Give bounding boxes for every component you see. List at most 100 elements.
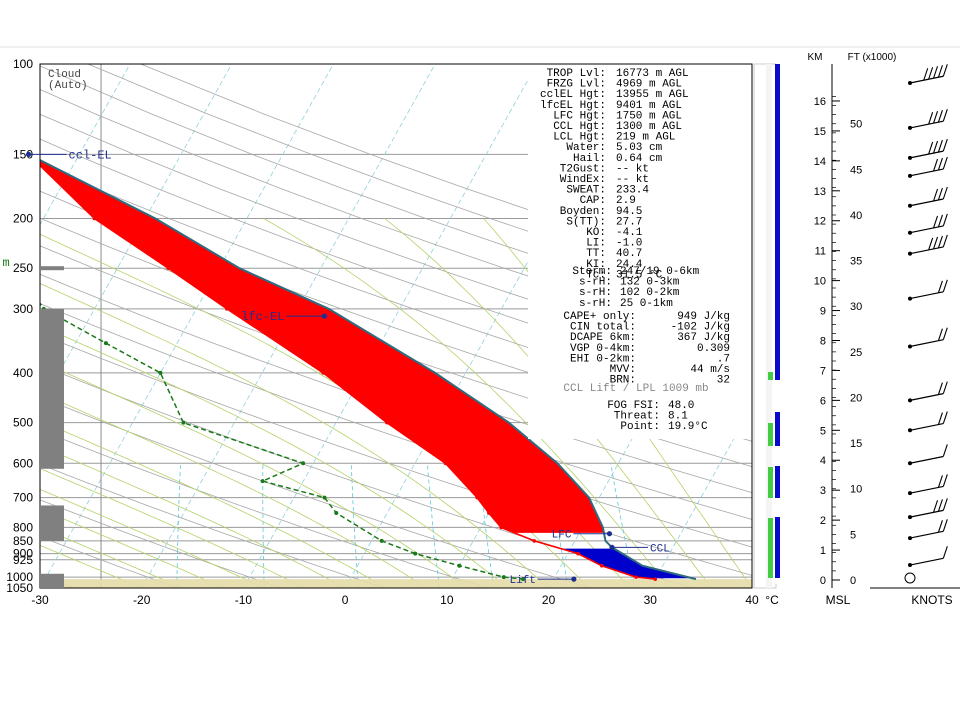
wind-barb-shaft xyxy=(909,198,944,207)
wind-barb-flag xyxy=(942,279,948,292)
mixing-ratio-line xyxy=(176,463,181,588)
temperature-point xyxy=(385,420,389,425)
wind-column-gap xyxy=(775,380,780,412)
index-value: 9401 m AGL xyxy=(616,100,682,112)
pressure-tick-label: 700 xyxy=(13,491,33,505)
wind-barb-flag xyxy=(928,237,934,251)
storm-value: 132 0-3km xyxy=(620,277,680,289)
moisture-column-bg xyxy=(766,64,772,588)
km-tick-label: 16 xyxy=(814,96,826,108)
moist-adiabat xyxy=(40,488,264,588)
dry-adiabat xyxy=(40,536,179,588)
index-label: LFC Hgt: xyxy=(553,110,606,122)
wind-barb-flag xyxy=(942,444,948,457)
wind-barb-shaft xyxy=(909,120,944,129)
ft-tick-label: 10 xyxy=(850,484,862,496)
index-label: Water: xyxy=(566,142,606,154)
dry-adiabat xyxy=(40,113,752,370)
cloud-cover-bar xyxy=(40,266,64,271)
cloud-cover-bar xyxy=(40,573,64,588)
wind-barb-flag xyxy=(937,139,943,153)
ft-tick-label: 0 xyxy=(850,575,856,587)
km-tick-label: 8 xyxy=(820,335,826,347)
dewpoint-point xyxy=(334,511,339,516)
wind-barb-flag xyxy=(932,66,939,79)
wind-barb-flag xyxy=(942,498,948,511)
cloud-cover-bar xyxy=(40,505,64,541)
index-value: 31.5 °C xyxy=(616,269,663,281)
pressure-tick-label: 400 xyxy=(13,366,33,380)
wind-barb-flag xyxy=(942,519,948,532)
moist-adiabat xyxy=(40,324,509,588)
mixing-ratio-line xyxy=(427,463,440,588)
pressure-tick-label: 600 xyxy=(13,456,33,470)
index-value: 2.9 xyxy=(616,195,636,207)
pressure-tick-label: 900 xyxy=(13,547,33,561)
fog-label: Threat: xyxy=(614,411,660,423)
cape-value: -102 J/kg xyxy=(671,322,730,334)
ft-tick-label: 30 xyxy=(850,301,862,313)
moisture-column-frame xyxy=(753,63,777,589)
moisture-column-segment xyxy=(768,423,773,446)
moist-adiabat xyxy=(263,218,671,588)
isotherm-line xyxy=(40,64,334,588)
temperature-point xyxy=(576,551,580,556)
pressure-tick-label: 850 xyxy=(13,534,33,548)
fog-value: 19.9°C xyxy=(668,421,708,433)
cloud-cover-bar xyxy=(40,308,64,469)
indices-panel xyxy=(528,64,752,439)
lfc-point xyxy=(606,531,613,537)
pressure-tick-label: 300 xyxy=(13,302,33,316)
lfc-el-label: lfc-EL xyxy=(241,310,284,324)
wind-barb-flag xyxy=(937,214,943,228)
index-label: S(TT): xyxy=(566,216,606,228)
fog-value: 48.0 xyxy=(668,400,694,412)
wind-barb-shaft xyxy=(909,225,944,234)
wind-barb-flag xyxy=(923,68,929,81)
dry-adiabat xyxy=(40,333,752,576)
temperature-point xyxy=(499,525,503,530)
wind-barb-flag xyxy=(928,111,934,125)
km-axis-title: KM xyxy=(808,52,823,63)
index-label: SWEAT: xyxy=(566,185,606,197)
x-tick-label: 0 xyxy=(342,593,349,607)
calm-wind-circle xyxy=(904,572,916,584)
cape-value: 0.309 xyxy=(697,343,730,355)
wind-barb-flag xyxy=(928,141,934,155)
wind-barb-flag xyxy=(937,109,943,123)
index-label: Hail: xyxy=(573,153,606,165)
ft-tick-label: 20 xyxy=(850,392,862,404)
msl-label: MSL xyxy=(826,593,851,607)
km-tick-label: 7 xyxy=(820,365,826,377)
wind-barb-flag xyxy=(942,138,948,152)
wind-barb-flag xyxy=(942,156,948,170)
moist-adiabat xyxy=(40,527,183,588)
index-label: cclEL Hgt: xyxy=(540,89,606,101)
km-tick-label: 1 xyxy=(820,545,826,557)
x-tick-label: 40 xyxy=(745,593,759,607)
ft-tick-label: 25 xyxy=(850,347,862,359)
fog-label: Point: xyxy=(620,421,660,433)
wind-barb-flag xyxy=(932,215,939,229)
ccl-lift-label: CCL Lift / LPL 1009 mb xyxy=(563,383,708,395)
wind-barb-shaft xyxy=(909,422,944,431)
km-tick-label: 10 xyxy=(814,276,826,288)
km-tick-label: 15 xyxy=(814,126,826,138)
wind-barb-flag xyxy=(942,108,948,122)
index-label: LI: xyxy=(586,238,606,250)
ft-tick-label: 35 xyxy=(850,256,862,268)
wind-barb-point xyxy=(908,491,912,496)
wind-barb-point xyxy=(908,203,912,208)
storm-value: 247/19 0-6km xyxy=(620,266,700,278)
cape-label: EHI 0-2km: xyxy=(570,353,636,365)
index-label: KO: xyxy=(586,227,606,239)
pressure-tick-label: 800 xyxy=(13,520,33,534)
x-tick-label: 20 xyxy=(542,593,556,607)
temperature-point xyxy=(92,216,97,221)
wind-barb-point xyxy=(908,251,912,256)
wind-barb-flag xyxy=(928,67,934,80)
temperature-point xyxy=(634,575,638,579)
temperature-point xyxy=(487,511,491,515)
km-tick-label: 2 xyxy=(820,515,826,527)
wind-barb-point xyxy=(908,563,912,568)
